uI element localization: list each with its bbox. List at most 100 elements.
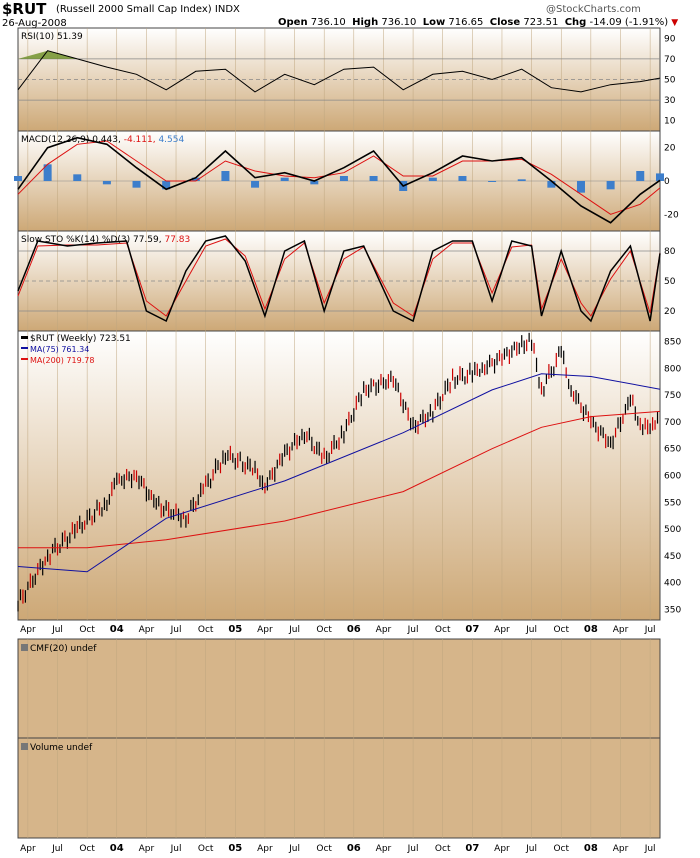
macd-title: MACD(12,26,9) 0.443, -4.111, 4.554	[21, 135, 184, 145]
legend-ma200-swatch	[21, 358, 28, 360]
down-arrow-icon: ▼	[671, 18, 679, 28]
rsi-y-tick: 90	[664, 34, 676, 44]
x-tick-label: Apr	[376, 625, 392, 635]
price-y-tick: 850	[664, 338, 681, 348]
macd-hist-bar	[636, 171, 645, 181]
macd-hist-bar	[576, 181, 585, 193]
x-tick-label-bottom: Apr	[494, 844, 510, 854]
macd-hist-bar	[251, 181, 260, 188]
macd-hist-bar	[517, 179, 526, 181]
macd-hist-bar	[369, 176, 378, 181]
macd-hist-bar	[280, 177, 289, 181]
sto-y-tick: 80	[664, 247, 676, 257]
x-tick-label: Apr	[613, 625, 629, 635]
x-tick-label: Apr	[20, 625, 36, 635]
macd-value: 0.443,	[92, 135, 124, 145]
x-tick-label-bottom: Apr	[376, 844, 392, 854]
x-tick-label-bottom: Apr	[20, 844, 36, 854]
macd-hist-bar	[458, 176, 467, 181]
open-label: Open	[278, 17, 308, 28]
x-tick-label-bottom: Jul	[288, 844, 300, 854]
x-tick-label: Jul	[644, 625, 656, 635]
sto-y-tick: 50	[664, 277, 676, 287]
x-tick-label-bottom: Jul	[644, 844, 656, 854]
exchange-label: INDX	[214, 4, 240, 15]
x-tick-label-bottom: Apr	[257, 844, 273, 854]
rsi-line	[17, 50, 661, 93]
x-tick-label: Oct	[79, 625, 95, 635]
macd-hist-bar	[73, 174, 82, 181]
macd-hist-bar	[547, 181, 556, 188]
x-tick-label: Jul	[170, 625, 182, 635]
ma200-line	[18, 410, 661, 549]
chart-date: 26-Aug-2008	[2, 18, 67, 29]
x-tick-label-bottom: Apr	[139, 844, 155, 854]
legend-ma200: MA(200) 719.78	[30, 356, 94, 365]
x-tick-label: Oct	[435, 625, 451, 635]
cmf-title: CMF(20) undef	[30, 644, 97, 654]
macd-hist-bar	[656, 173, 664, 181]
price-y-tick: 650	[664, 445, 681, 455]
x-tick-label: Oct	[316, 625, 332, 635]
x-tick-label-bottom: Oct	[435, 844, 451, 854]
x-tick-label-bottom: 08	[584, 843, 598, 854]
close-label: Close	[489, 17, 521, 28]
price-y-tick: 600	[664, 472, 681, 482]
legend-ma75: MA(75) 761.34	[30, 345, 89, 354]
chg-label: Chg	[564, 17, 587, 28]
legend-rut: $RUT (Weekly) 723.51	[30, 334, 131, 344]
macd-line	[17, 136, 661, 224]
x-tick-label: Jul	[51, 625, 63, 635]
macd-hist-bar	[191, 177, 200, 181]
volume-title: Volume undef	[30, 743, 93, 753]
x-tick-label-bottom: Apr	[613, 844, 629, 854]
x-tick-label-bottom: Jul	[525, 844, 537, 854]
x-tick-label: Oct	[198, 625, 214, 635]
x-tick-label-bottom: Oct	[79, 844, 95, 854]
x-tick-label-bottom: Oct	[316, 844, 332, 854]
index-name: (Russell 2000 Small Cap Index) INDX	[56, 4, 240, 15]
price-y-tick: 800	[664, 364, 681, 374]
x-tick-label-bottom: Oct	[553, 844, 569, 854]
high-value: 736.10	[381, 17, 417, 28]
x-tick-label: Oct	[553, 625, 569, 635]
macd-hist-bar	[606, 181, 615, 190]
x-tick-label-bottom: Jul	[407, 844, 419, 854]
x-tick-label: Apr	[139, 625, 155, 635]
x-tick-label: Apr	[494, 625, 510, 635]
x-tick-label: 06	[347, 624, 361, 635]
x-tick-label: 04	[110, 624, 124, 635]
macd-hist-bar	[428, 177, 437, 181]
close-value: 723.51	[523, 17, 559, 28]
sto-title: Slow STO %K(14) %D(3) 77.59, 77.83	[21, 235, 190, 245]
macd-signal-value: -4.111,	[124, 135, 159, 145]
x-tick-label-bottom: Oct	[198, 844, 214, 854]
macd-hist-bar	[339, 176, 348, 181]
rsi-y-tick: 30	[664, 96, 676, 106]
macd-hist-bar	[43, 164, 52, 181]
x-tick-label-bottom: Jul	[51, 844, 63, 854]
panel-rsi	[17, 27, 661, 132]
legend-rut-swatch	[21, 336, 28, 339]
x-tick-label-bottom: 06	[347, 843, 361, 854]
macd-y-tick: 20	[664, 144, 676, 154]
macd-y-tick: 0	[664, 177, 670, 187]
x-tick-label: 05	[228, 624, 242, 635]
x-tick-label: Apr	[257, 625, 273, 635]
rsi-y-tick: 50	[664, 76, 676, 86]
macd-hist-bar	[488, 181, 497, 182]
macd-hist-value: 4.554	[158, 135, 184, 145]
price-y-tick: 400	[664, 579, 681, 589]
symbol-title: $RUT	[2, 0, 47, 18]
macd-y-tick: -20	[664, 210, 679, 220]
macd-hist-bar	[102, 181, 111, 185]
x-tick-label: Jul	[525, 625, 537, 635]
x-tick-label-bottom: 07	[465, 843, 479, 854]
ma75-line	[17, 373, 661, 573]
open-value: 736.10	[310, 17, 346, 28]
quote-summary: Open 736.10 High 736.10 Low 716.65 Close…	[278, 17, 678, 28]
legend-ma75-swatch	[21, 347, 28, 349]
watermark: @StockCharts.com	[546, 4, 641, 15]
